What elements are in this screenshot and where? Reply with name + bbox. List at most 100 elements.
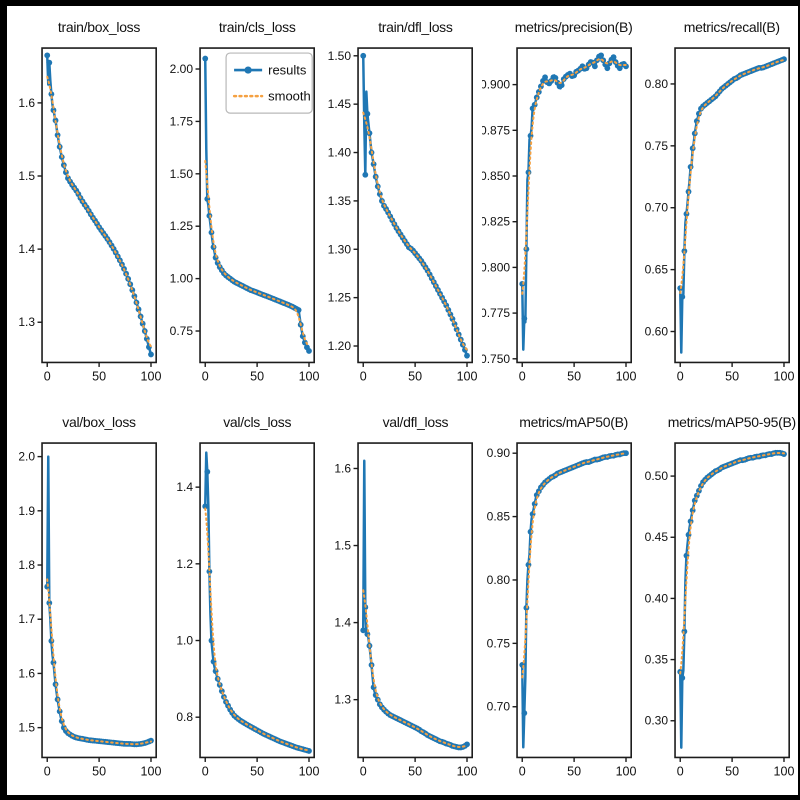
chart-canvas-metrics-map50-95: 0.30 0.35 0.40 0.45 0.50 0 50 100 xyxy=(644,441,794,778)
legend: results smooth xyxy=(225,52,313,114)
x-tick-label: 50 xyxy=(567,764,581,778)
y-tick-label: 1.3 xyxy=(18,315,35,329)
chart-canvas-val-dfl-loss: 1.3 1.4 1.5 1.6 0 50 100 xyxy=(335,441,478,778)
x-tick-label: 0 xyxy=(202,369,209,383)
x-tick-label: 50 xyxy=(250,369,264,383)
x-tick-label: 100 xyxy=(299,764,320,778)
x-tick-label: 0 xyxy=(360,764,367,778)
y-tick-label: 0.800 xyxy=(482,260,510,274)
subplot-metrics-map50-95: metrics/mAP50-95(B) 0.30 0.35 0.40 0.45 0.50… xyxy=(640,401,798,796)
results-line xyxy=(678,58,785,354)
x-tick-label: 0 xyxy=(677,369,684,383)
results-markers xyxy=(360,603,471,750)
x-tick-label: 0 xyxy=(44,369,51,383)
y-tick-label: 0.30 xyxy=(644,713,668,727)
subplot-metrics-map50: metrics/mAP50(B) 0.70 0.75 0.80 0.85 0.90 0 50… xyxy=(482,401,640,796)
y-tick-label: 1.45 xyxy=(328,97,352,111)
x-tick-label: 50 xyxy=(567,369,581,383)
y-tick-label: 1.75 xyxy=(170,114,194,128)
results-markers xyxy=(518,52,629,322)
smooth-line xyxy=(46,577,152,745)
smooth-line xyxy=(362,111,469,351)
smooth-line xyxy=(204,159,311,348)
y-tick-label: 1.4 xyxy=(335,615,352,629)
x-tick-label: 0 xyxy=(518,369,525,383)
axes: 0.60 0.65 0.70 0.75 0.80 0 50 100 xyxy=(644,47,794,383)
y-tick-label: 2.00 xyxy=(170,62,194,76)
y-tick-label: 1.4 xyxy=(177,480,194,494)
results-line xyxy=(45,454,152,746)
y-tick-label: 1.5 xyxy=(335,538,352,552)
results-figure: train/box_loss 1.3 1.4 1.5 1.6 0 50 100 train/… xyxy=(7,6,798,795)
y-tick-label: 0.875 xyxy=(482,123,510,137)
subplot-val-cls-loss: val/cls_loss 0.8 1.0 1.2 1.4 0 50 100 xyxy=(165,401,323,796)
y-tick-label: 1.50 xyxy=(170,167,194,181)
chart-canvas-metrics-map50: 0.70 0.75 0.80 0.85 0.90 0 50 100 xyxy=(486,441,636,778)
y-tick-label: 0.825 xyxy=(482,215,510,229)
results-markers xyxy=(677,449,787,681)
smooth-line xyxy=(46,75,152,348)
y-tick-label: 1.3 xyxy=(335,692,352,706)
subplot-val-dfl-loss: val/dfl_loss 1.3 1.4 1.5 1.6 0 50 100 xyxy=(323,401,481,796)
y-tick-label: 1.9 xyxy=(18,503,35,517)
chart-title: train/box_loss xyxy=(57,19,141,35)
y-tick-label: 2.0 xyxy=(18,449,35,463)
x-tick-label: 50 xyxy=(92,764,106,778)
chart-title: metrics/recall(B) xyxy=(683,19,780,35)
subplot-val-box-loss: val/box_loss 1.5 1.6 1.7 1.8 1.9 2.0 0 50 100 xyxy=(7,401,165,796)
x-tick-label: 100 xyxy=(141,764,162,778)
axes: 0.750 0.775 0.800 0.825 0.850 0.875 0.900 0 50 10… xyxy=(482,47,636,383)
x-tick-label: 0 xyxy=(518,764,525,778)
y-tick-label: 0.90 xyxy=(486,446,510,460)
smooth-line xyxy=(679,451,785,674)
x-tick-label: 50 xyxy=(725,764,739,778)
y-tick-label: 0.35 xyxy=(644,652,668,666)
y-tick-label: 1.25 xyxy=(328,291,352,305)
y-tick-label: 0.750 xyxy=(482,352,510,366)
chart-title: val/cls_loss xyxy=(223,413,292,430)
y-tick-label: 1.6 xyxy=(18,666,35,680)
y-tick-label: 0.900 xyxy=(482,78,510,92)
x-tick-label: 100 xyxy=(141,369,162,383)
y-tick-label: 1.50 xyxy=(328,49,352,63)
x-tick-label: 50 xyxy=(409,764,423,778)
smooth-line xyxy=(204,506,311,751)
y-tick-label: 0.60 xyxy=(644,325,668,339)
chart-canvas-train-box-loss: 1.3 1.4 1.5 1.6 0 50 100 xyxy=(18,47,162,383)
axes: 0.70 0.75 0.80 0.85 0.90 0 50 100 xyxy=(486,441,636,778)
y-tick-label: 1.7 xyxy=(18,612,35,626)
x-tick-label: 100 xyxy=(457,369,478,383)
smooth-line xyxy=(362,588,469,748)
x-tick-label: 50 xyxy=(250,764,264,778)
y-tick-label: 0.75 xyxy=(170,324,194,338)
y-tick-label: 1.2 xyxy=(177,556,194,570)
y-tick-label: 0.85 xyxy=(486,509,510,523)
results-markers xyxy=(518,449,629,716)
results-line xyxy=(45,55,153,355)
y-tick-label: 0.80 xyxy=(486,572,510,586)
x-tick-label: 0 xyxy=(44,764,51,778)
y-tick-label: 1.00 xyxy=(170,272,194,286)
x-tick-label: 0 xyxy=(677,764,684,778)
y-tick-label: 0.75 xyxy=(644,139,668,153)
chart-canvas-val-box-loss: 1.5 1.6 1.7 1.8 1.9 2.0 0 50 100 xyxy=(18,441,162,778)
results-markers xyxy=(44,52,154,358)
subplot-train-cls-loss: train/cls_loss 0.75 1.00 1.25 1.50 1.75 2.00 0… xyxy=(165,6,323,401)
results-markers xyxy=(44,583,154,747)
axes: 1.20 1.25 1.30 1.35 1.40 1.45 1.50 0 50 100 xyxy=(328,47,478,383)
y-tick-label: 1.40 xyxy=(328,146,352,160)
results-line xyxy=(204,450,310,752)
y-tick-label: 0.45 xyxy=(644,530,668,544)
y-tick-label: 1.35 xyxy=(328,194,352,208)
x-tick-label: 100 xyxy=(299,369,320,383)
chart-canvas-train-cls-loss: 0.75 1.00 1.25 1.50 1.75 2.00 0 50 100 results smo… xyxy=(170,47,320,383)
x-tick-label: 0 xyxy=(360,369,367,383)
legend-label-smooth: smooth xyxy=(268,89,311,104)
results-markers xyxy=(360,52,471,359)
results-markers xyxy=(677,56,787,300)
axes: 1.3 1.4 1.5 1.6 0 50 100 xyxy=(18,47,162,383)
y-tick-label: 0.850 xyxy=(482,169,510,183)
axes: 0.75 1.00 1.25 1.50 1.75 2.00 0 50 100 xyxy=(170,47,320,383)
y-tick-label: 1.6 xyxy=(335,461,352,475)
y-tick-label: 0.775 xyxy=(482,306,510,320)
